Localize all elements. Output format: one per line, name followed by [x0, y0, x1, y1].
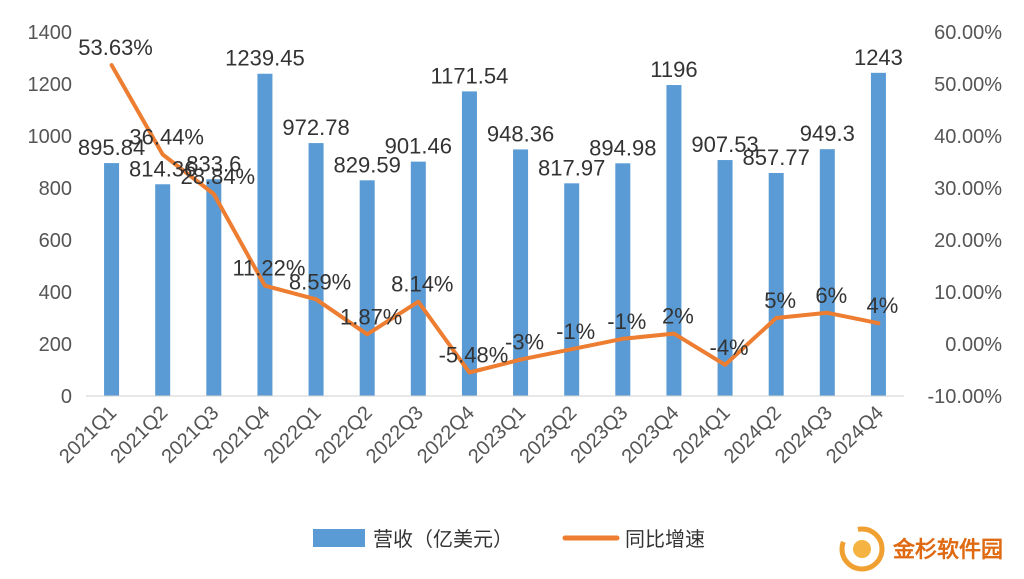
growth-value-label: -1%: [607, 309, 646, 334]
bar-2023Q4: [666, 85, 682, 396]
growth-value-label: 8.14%: [391, 272, 453, 297]
right-axis-tick-label: 10.00%: [934, 282, 1002, 304]
bar-value-label: 817.97: [538, 155, 605, 180]
x-axis-ticks: 2021Q12021Q22021Q32021Q42022Q12022Q22022…: [55, 402, 888, 468]
bar-2023Q1: [513, 149, 529, 396]
bar-value-label: 1196: [650, 57, 697, 82]
bar-value-label: 857.77: [743, 145, 810, 170]
left-axis-tick-label: 400: [39, 282, 72, 304]
left-axis-tick-label: 1400: [28, 22, 73, 44]
bar-value-label: 907.53: [691, 132, 758, 157]
left-axis-tick-label: 1200: [28, 74, 73, 96]
bar-value-label: 901.46: [385, 134, 452, 159]
bar-2023Q3: [615, 163, 631, 396]
bar-value-label: 948.36: [487, 121, 554, 146]
legend: 营收（亿美元） 同比增速: [313, 528, 705, 551]
right-axis-ticks: -10.00% 0.00% 10.00% 20.00% 30.00% 40.00% 50.0…: [928, 22, 1003, 408]
right-axis-tick-label: 30.00%: [934, 178, 1002, 200]
right-axis-tick-label: -10.00%: [928, 386, 1003, 408]
growth-value-label: 6%: [815, 283, 847, 308]
bar-2024Q4: [870, 72, 886, 396]
bar-value-label: 949.3: [800, 121, 855, 146]
bar-2021Q3: [206, 179, 222, 396]
left-axis-ticks: 0 200 400 600 800 1000 1200 1400: [28, 22, 73, 408]
growth-value-label: 1.87%: [340, 304, 402, 329]
bar-2022Q4: [461, 91, 477, 396]
growth-value-label: 53.63%: [78, 35, 153, 60]
right-axis-tick-label: 0.00%: [945, 334, 1002, 356]
bar-2023Q2: [564, 183, 580, 396]
bar-2022Q1: [308, 143, 324, 396]
right-axis-tick-label: 50.00%: [934, 74, 1002, 96]
bar-2021Q1: [104, 163, 120, 396]
bar-value-label: 1171.54: [430, 63, 508, 88]
bar-2021Q4: [257, 73, 273, 397]
growth-value-label: -5.48%: [439, 342, 509, 367]
right-axis-tick-label: 60.00%: [934, 22, 1002, 44]
growth-value-label: -4%: [710, 335, 749, 360]
legend-label-growth: 同比增速: [625, 528, 705, 551]
growth-value-label: -1%: [556, 319, 595, 344]
brand-name: 金杉软件园: [892, 537, 1003, 562]
bar-value-label: 1239.45: [225, 46, 305, 71]
bar-2022Q2: [359, 180, 375, 396]
brand-logo-icon: [839, 526, 885, 572]
bar-2022Q3: [410, 161, 426, 396]
growth-value-label: 4%: [867, 293, 899, 318]
growth-value-label: 8.59%: [289, 269, 351, 294]
growth-value-label: 36.44%: [129, 125, 204, 150]
left-axis-tick-label: 800: [39, 178, 72, 200]
bar-2024Q1: [717, 160, 733, 396]
bar-2024Q2: [768, 172, 784, 396]
growth-value-label: 2%: [662, 304, 694, 329]
bar-value-label: 1243: [854, 45, 903, 70]
x-axis-tick-label: 2024Q4: [822, 402, 888, 468]
left-axis-tick-label: 1000: [28, 126, 73, 148]
bar-value-label: 894.98: [589, 135, 656, 160]
growth-line: [109, 63, 881, 375]
bar-value-label: 829.59: [334, 152, 401, 177]
bar-value-label: 972.78: [282, 115, 349, 140]
bar-2024Q3: [819, 149, 835, 396]
left-axis-tick-label: 200: [39, 334, 72, 356]
bar-value-label: 814.36: [129, 156, 196, 181]
bar-value-label: 895.84: [78, 135, 145, 160]
right-axis-tick-label: 40.00%: [934, 126, 1002, 148]
line-series: [109, 63, 881, 375]
left-axis-tick-label: 600: [39, 230, 72, 252]
line-data-labels: 53.63% 36.44% 28.84% 11.22%8.59% 1.87% 8.14% -…: [78, 35, 898, 367]
bar-2021Q2: [155, 184, 171, 396]
left-axis-tick-label: 0: [61, 386, 72, 408]
bar-value-label: 833.6: [186, 151, 241, 176]
right-axis-tick-label: 20.00%: [934, 230, 1002, 252]
brand-logo: 金杉软件园: [839, 526, 1003, 572]
growth-value-label: 11.22%: [232, 256, 305, 281]
brand-logo-inner-icon: [853, 540, 871, 558]
legend-label-revenue: 营收（亿美元）: [373, 528, 513, 551]
bar-series: [104, 72, 886, 397]
growth-value-label: 5%: [764, 288, 796, 313]
legend-swatch-revenue: [313, 529, 365, 547]
growth-value-label: -3%: [505, 330, 544, 355]
growth-value-label: 28.84%: [181, 164, 256, 189]
